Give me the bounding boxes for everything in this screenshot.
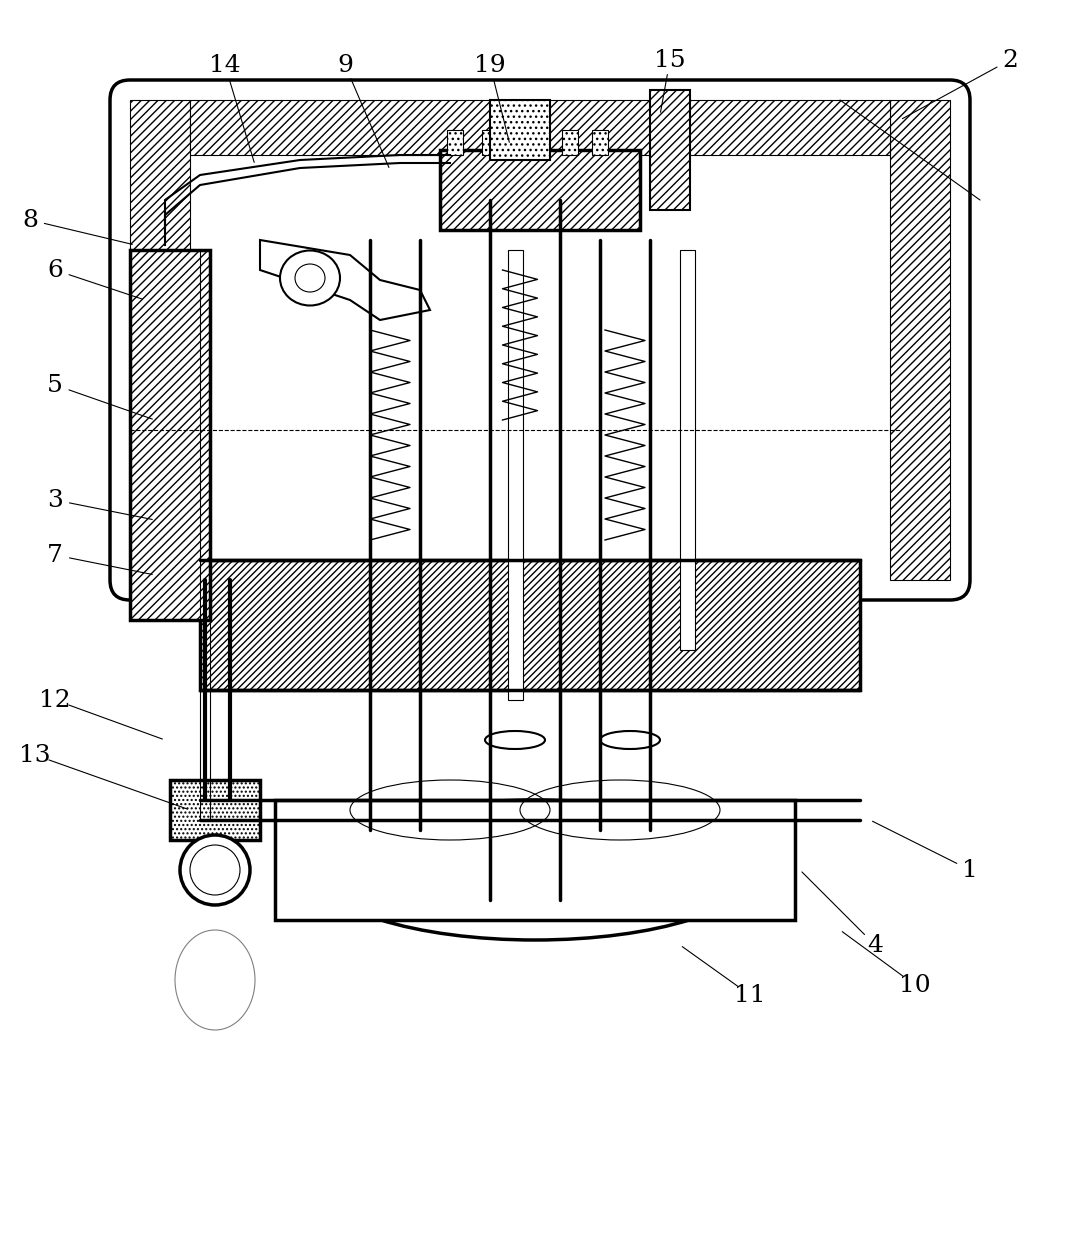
Bar <box>681 250 696 650</box>
Text: 13: 13 <box>19 743 50 767</box>
Bar <box>490 100 550 159</box>
FancyBboxPatch shape <box>110 80 970 600</box>
Bar <box>200 560 860 690</box>
Text: 10: 10 <box>899 974 931 996</box>
Text: 3: 3 <box>47 488 63 512</box>
Bar <box>129 100 190 580</box>
Bar <box>482 131 498 156</box>
Text: 5: 5 <box>47 374 63 397</box>
Text: 7: 7 <box>47 543 63 566</box>
Text: 9: 9 <box>337 54 353 77</box>
Ellipse shape <box>485 730 545 749</box>
Text: 2: 2 <box>1003 49 1018 72</box>
Polygon shape <box>260 240 430 320</box>
Text: 12: 12 <box>40 689 71 712</box>
Text: 1: 1 <box>962 858 978 881</box>
Bar <box>649 90 690 210</box>
Text: 4: 4 <box>867 934 883 956</box>
Bar <box>890 100 950 580</box>
Ellipse shape <box>175 930 255 1030</box>
Bar <box>562 131 578 156</box>
Ellipse shape <box>180 835 250 905</box>
Text: 11: 11 <box>734 984 766 1007</box>
Bar <box>129 250 210 620</box>
Bar <box>522 131 538 156</box>
Ellipse shape <box>315 799 755 940</box>
Text: 19: 19 <box>474 54 506 77</box>
Text: 6: 6 <box>47 259 63 281</box>
Text: 8: 8 <box>22 208 37 231</box>
Bar <box>190 100 890 156</box>
Bar <box>440 151 640 230</box>
Bar <box>447 131 463 156</box>
Bar <box>170 781 260 840</box>
Ellipse shape <box>280 251 340 305</box>
Ellipse shape <box>600 730 660 749</box>
Bar <box>275 799 795 920</box>
Bar <box>592 131 608 156</box>
Bar <box>508 250 523 700</box>
Text: 15: 15 <box>654 49 686 72</box>
Text: 14: 14 <box>210 54 241 77</box>
